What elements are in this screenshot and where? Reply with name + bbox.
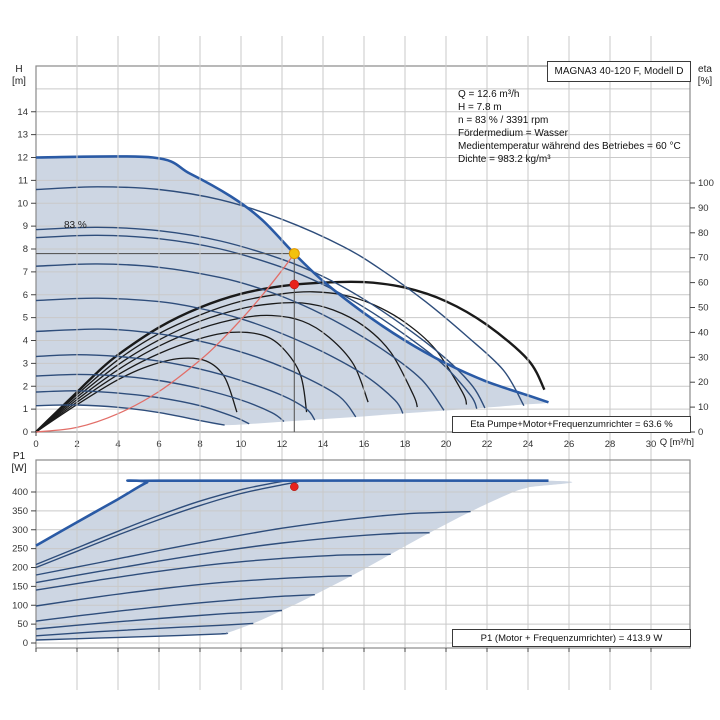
duty-info-box: Q = 12.6 m³/h H = 7.8 m n = 83 % / 3391 … — [458, 88, 681, 166]
eta-tick-label: 20 — [698, 377, 709, 388]
power-envelope-fill — [36, 480, 573, 640]
h-tick-label: 14 — [17, 107, 28, 118]
p1-tick-label: 350 — [12, 506, 28, 517]
h-axis-unit: [m] — [12, 76, 26, 87]
power-operating-point-marker — [290, 482, 299, 492]
power-speed-curve — [35, 510, 471, 576]
p1-axis-title: P1 — [12, 451, 26, 462]
h-tick-label: 12 — [17, 153, 28, 164]
pump-model-title-box: MAGNA3 40-120 F, Modell D — [547, 61, 691, 82]
info-line-temperature: Medientemperatur während des Betriebes =… — [458, 141, 681, 152]
p1-axis-unit: [W] — [11, 463, 27, 474]
h-tick-label: 13 — [17, 130, 28, 141]
h-tick-label: 1 — [23, 404, 28, 415]
q-tick-label: 0 — [33, 439, 38, 450]
power-speed-curve — [35, 622, 254, 637]
h-tick-label: 8 — [23, 244, 28, 255]
p1-axis-label: P1 [W] — [6, 451, 32, 475]
power-speed-curve — [35, 481, 299, 569]
qh-speed-curve — [35, 373, 285, 423]
qh-operating-envelope-fill — [36, 156, 549, 426]
speed-83-label: 83 % — [64, 220, 87, 231]
h-tick-label: 0 — [23, 427, 28, 438]
h-tick-label: 3 — [23, 358, 28, 369]
p1-tick-label: 400 — [12, 487, 28, 498]
p1-tick-label: 250 — [12, 544, 28, 555]
qh-speed-curve — [35, 297, 404, 414]
power-plot-border — [35, 459, 691, 649]
eta-tick-label: 40 — [698, 327, 709, 338]
p1-tick-label: 100 — [12, 600, 28, 611]
h-tick-label: 6 — [23, 290, 28, 301]
h-tick-label: 7 — [23, 267, 28, 278]
power-speed-curve — [35, 609, 283, 630]
info-line-medium: Fördermedium = Wasser — [458, 128, 568, 139]
eta-tick-label: 30 — [698, 352, 709, 363]
power-speed-curve — [35, 632, 229, 641]
qh-speed-curve — [35, 186, 525, 407]
eta-tick-label: 80 — [698, 228, 709, 239]
h-tick-label: 9 — [23, 221, 28, 232]
duty-point-marker — [288, 248, 300, 260]
eta-axis-title: eta — [698, 64, 712, 75]
eta-tick-label: 0 — [698, 427, 703, 438]
p1-tick-label: 300 — [12, 525, 28, 536]
h-tick-label: 10 — [17, 198, 28, 209]
eta-tick-label: 10 — [698, 402, 709, 413]
power-speed-curve — [35, 594, 315, 622]
eta-tick-label: 100 — [698, 178, 714, 189]
eta-axis-label: eta [%] — [691, 64, 719, 88]
h-axis-title: H — [15, 64, 23, 75]
h-tick-label: 4 — [23, 336, 28, 347]
p1-tick-label: 200 — [12, 563, 28, 574]
h-tick-label: 11 — [18, 175, 28, 186]
p1-tick-label: 50 — [17, 619, 28, 630]
qh-speed-curve — [35, 404, 225, 426]
control-curve — [35, 253, 295, 433]
eta-speed-curve — [35, 331, 308, 433]
max-power-curve — [35, 479, 549, 547]
power-grid — [36, 36, 690, 690]
power-speed-curve — [35, 553, 391, 591]
info-line-h: H = 7.8 m — [458, 102, 502, 113]
eta-tick-label: 90 — [698, 203, 709, 214]
qh-speed-curve — [35, 328, 357, 418]
eta-tick-label: 60 — [698, 278, 709, 289]
eta-axis-unit: [%] — [697, 76, 713, 87]
power-speed-curve — [35, 532, 430, 584]
h-tick-label: 5 — [23, 313, 28, 324]
p1-result-box: P1 (Motor + Frequenzumrichter) = 413.9 W — [452, 629, 691, 647]
h-axis-label: H [m] — [6, 64, 32, 88]
info-line-n: n = 83 % / 3391 rpm — [458, 115, 549, 126]
info-line-density: Dichte = 983.2 kg/m³ — [458, 154, 551, 165]
operating-point-marker — [289, 279, 300, 290]
power-speed-curve — [35, 575, 352, 607]
eta-result-box: Eta Pumpe+Motor+Frequenzumrichter = 63.6… — [452, 416, 691, 433]
q-axis-label: Q [m³/h] — [659, 437, 694, 448]
eta-tick-label: 70 — [698, 253, 709, 264]
p1-tick-label: 150 — [12, 581, 28, 592]
h-tick-label: 2 — [23, 381, 28, 392]
info-line-q: Q = 12.6 m³/h — [458, 89, 520, 100]
p1-tick-label: 0 — [23, 638, 28, 649]
eta-tick-label: 50 — [698, 303, 709, 314]
power-speed-curve — [35, 480, 285, 566]
